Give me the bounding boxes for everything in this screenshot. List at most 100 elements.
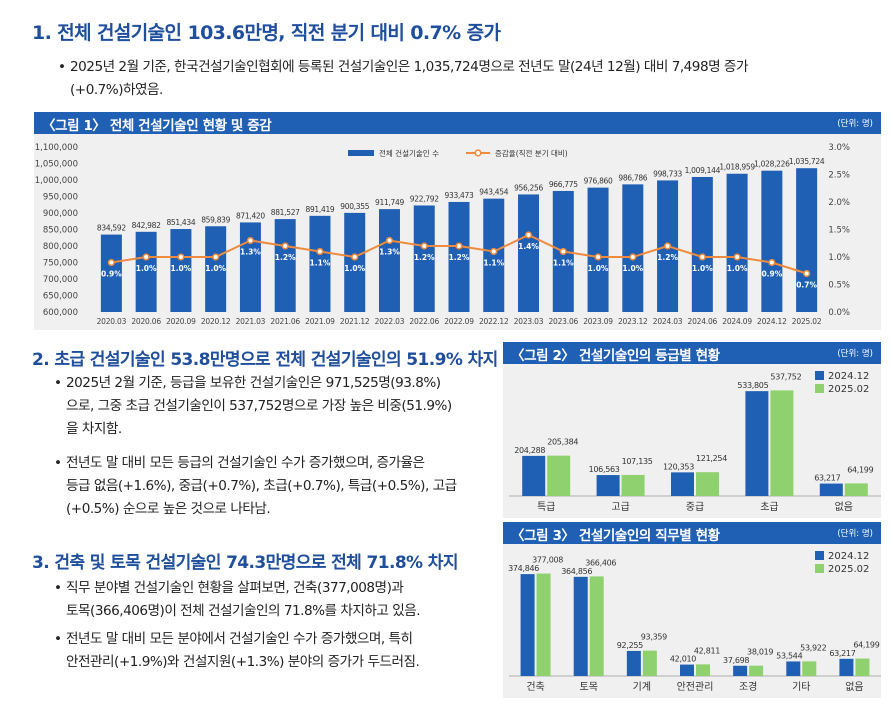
- bar-value-label: 998,733: [653, 169, 682, 178]
- rate-point: [246, 236, 255, 245]
- bar-value-label: 366,406: [585, 558, 616, 567]
- x-tick-label: 초급: [760, 501, 778, 513]
- bar-value-label: 986,786: [618, 173, 647, 182]
- legend-label: 2025.02: [828, 564, 869, 575]
- legend-label: 2024.12: [828, 371, 869, 382]
- y-tick-label: 1,000,000: [35, 176, 78, 186]
- bullet-dot: •: [58, 59, 66, 75]
- bar-value-label: 374,846: [508, 564, 539, 573]
- section-1-heading: 1. 전체 건설기술인 103.6만명, 직전 분기 대비 0.7% 증가: [32, 22, 501, 44]
- x-tick-label: 중급: [686, 501, 704, 513]
- section-2-b2-line-2: 등급 없음(+1.6%), 중급(+0.7%), 초급(+0.7%), 특급(+…: [66, 478, 457, 494]
- bar-value-label: 1,028,226: [754, 160, 790, 169]
- bar: [696, 664, 710, 676]
- x-tick-label: 2024.03: [653, 317, 683, 326]
- bar-value-label: 204,288: [514, 446, 545, 455]
- rate-point: [524, 231, 533, 239]
- bullet-dot: •: [54, 375, 62, 391]
- x-tick-label: 2020.03: [97, 317, 127, 326]
- bar: [796, 168, 818, 312]
- bar-value-label: 120,353: [663, 462, 694, 471]
- rate-point: [629, 253, 637, 261]
- bar: [733, 665, 748, 676]
- bar: [518, 194, 540, 312]
- bar-value-label: 881,527: [271, 208, 300, 217]
- x-tick-label: 없음: [845, 680, 863, 693]
- bar: [691, 176, 713, 312]
- rate-label: 1.0%: [170, 264, 191, 273]
- bar: [855, 658, 870, 676]
- bar: [547, 455, 571, 496]
- rate-point: [455, 242, 463, 250]
- rate-point: [733, 253, 741, 261]
- x-tick-label: 2022.09: [444, 317, 474, 326]
- bar-value-label: 933,473: [445, 191, 474, 200]
- figure-3-unit: (단위: 명): [837, 529, 873, 539]
- rate-point: [385, 236, 394, 245]
- x-tick-label: 2022.03: [375, 317, 405, 326]
- bar: [671, 472, 694, 496]
- x-tick-label: 2021.09: [305, 317, 335, 326]
- x-tick-label: 토목: [580, 681, 598, 693]
- bar: [135, 231, 157, 312]
- x-tick-label: 2023.12: [618, 317, 648, 326]
- section-2-heading: 2. 초급 건설기술인 53.8만명으로 전체 건설기술인의 51.9% 차지: [32, 350, 498, 370]
- bar: [622, 184, 644, 312]
- rate-label: 1.2%: [275, 253, 296, 262]
- bar-value-label: 92,255: [617, 641, 643, 650]
- bar: [573, 576, 588, 676]
- section-3-bullet-2: • 전년도 말 대비 모든 분야에서 건설기술인 수가 증가했으며, 특히 안전…: [54, 628, 496, 674]
- y2-tick-label: 2.0%: [828, 198, 850, 208]
- bar: [844, 483, 868, 496]
- bar: [344, 212, 366, 312]
- section-1-bullet: • 2025년 2월 기준, 한국건설기술인협회에 등록된 건설기술인은 1,0…: [58, 56, 885, 102]
- bar: [448, 201, 470, 312]
- legend-marker-line: [474, 149, 482, 157]
- rate-point: [177, 253, 185, 261]
- figure-1-titlebar: 〈그림 1〉 전체 건설기술인 현황 및 증감 (단위: 명): [34, 112, 881, 134]
- x-tick-label: 건축: [526, 681, 544, 693]
- y-tick-label: 650,000: [43, 292, 78, 302]
- rate-label: 1.0%: [692, 264, 713, 273]
- rate-point: [420, 242, 428, 250]
- bar-value-label: 976,860: [584, 177, 613, 186]
- figure-1-title: 〈그림 1〉 전체 건설기술인 현황 및 증감: [42, 118, 272, 134]
- y-tick-label: 900,000: [43, 209, 78, 219]
- rate-label: 1.3%: [379, 248, 400, 257]
- x-tick-label: 2020.09: [166, 317, 196, 326]
- section-3-b1-line-1: 직무 분야별 건설기술인 현황을 살펴보면, 건축(377,008명)과: [66, 580, 404, 596]
- rate-point: [142, 253, 150, 261]
- bar: [274, 219, 296, 312]
- bar-value-label: 93,359: [641, 633, 667, 642]
- bar: [239, 222, 261, 312]
- bar-value-label: 64,199: [847, 465, 873, 474]
- rate-label: 1.1%: [483, 259, 504, 268]
- bar-value-label: 922,792: [410, 194, 439, 203]
- section-2-bullet-1: • 2025년 2월 기준, 등급을 보유한 건설기술인은 971,525명(9…: [54, 372, 496, 441]
- section-3-bullet-1: • 직무 분야별 건설기술인 현황을 살펴보면, 건축(377,008명)과 토…: [54, 577, 496, 623]
- bar-value-label: 943,454: [479, 188, 508, 197]
- bar-value-label: 377,008: [532, 556, 563, 565]
- rate-point: [316, 247, 324, 256]
- rate-label: 1.2%: [449, 253, 470, 262]
- bar-value-label: 911,749: [375, 198, 404, 207]
- bar: [819, 483, 843, 496]
- bullet-dot: •: [54, 580, 62, 596]
- rate-label: 1.0%: [344, 264, 365, 273]
- rate-point: [107, 258, 115, 267]
- x-tick-label: 2022.12: [479, 317, 509, 326]
- rate-label: 0.7%: [796, 281, 817, 290]
- section-3-b1-line-2: 토목(366,406명)이 전체 건설기술인의 71.8%를 차지하고 있음.: [66, 603, 421, 619]
- bar: [726, 173, 748, 312]
- bar-value-label: 53,544: [776, 651, 802, 660]
- y-tick-label: 750,000: [43, 259, 78, 269]
- bar-value-label: 956,256: [514, 183, 543, 192]
- section-3-b2-line-1: 전년도 말 대비 모든 분야에서 건설기술인 수가 증가했으며, 특히: [66, 631, 413, 647]
- bar: [413, 205, 435, 312]
- y2-tick-label: 0.5%: [828, 281, 850, 291]
- rate-label: 1.2%: [657, 253, 678, 262]
- rate-label: 1.1%: [553, 259, 574, 268]
- section-1-line-1: 2025년 2월 기준, 한국건설기술인협회에 등록된 건설기술인은 1,035…: [70, 59, 748, 75]
- legend-label: 2024.12: [828, 551, 869, 562]
- bar: [483, 198, 505, 312]
